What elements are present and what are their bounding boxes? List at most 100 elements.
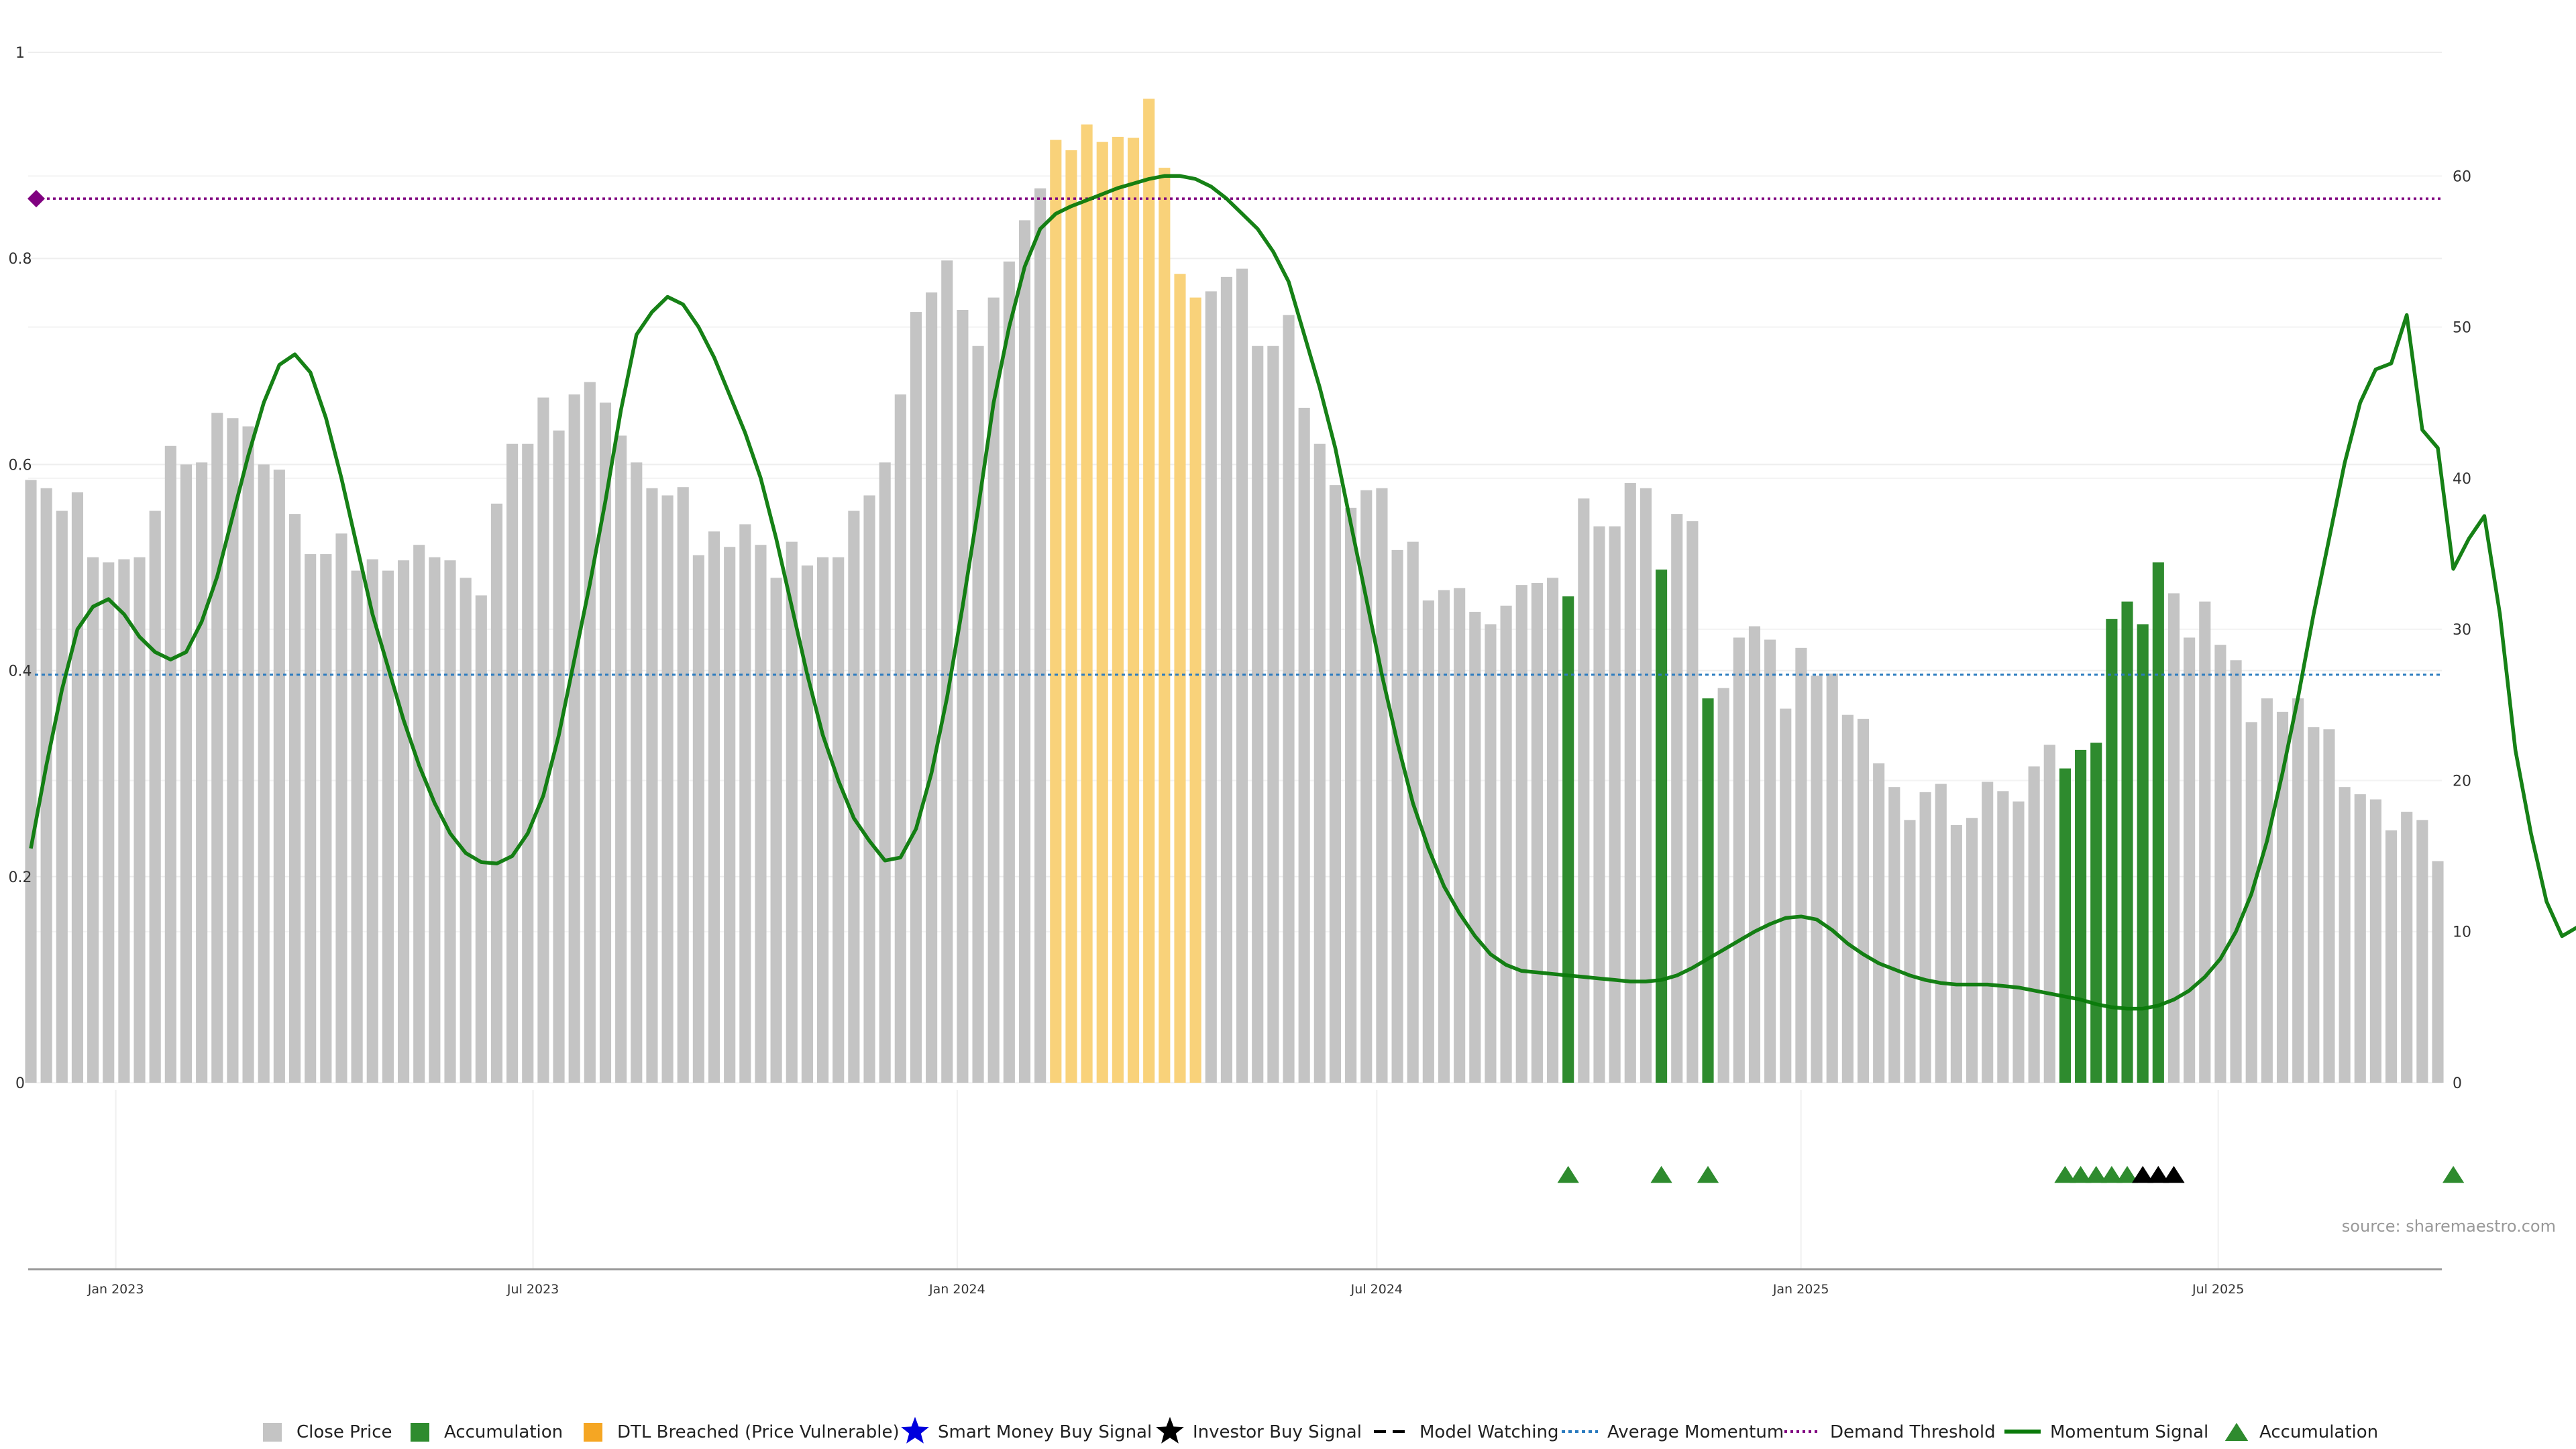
close-price-bar	[1888, 787, 1900, 1083]
accumulation-bar	[1656, 570, 1668, 1083]
close-price-bar	[211, 413, 223, 1083]
close-price-bar	[755, 545, 767, 1083]
left-tick-label: 0.4	[9, 663, 32, 680]
legend-label: Accumulation	[444, 1422, 563, 1442]
left-tick-label: 1	[15, 45, 25, 62]
close-price-bar	[413, 545, 425, 1083]
accumulation-bar	[2152, 562, 2164, 1083]
accumulation-marker	[2085, 1166, 2107, 1183]
x-tick-label: Jul 2025	[2192, 1282, 2244, 1297]
close-price-bar	[1624, 483, 1636, 1083]
legend-label: DTL Breached (Price Vulnerable)	[617, 1422, 900, 1442]
accumulation-marker	[1557, 1166, 1579, 1183]
right-tick-label: 10	[2453, 924, 2471, 941]
triangle-icon	[2224, 1423, 2249, 1441]
close-price-bar	[692, 555, 704, 1083]
close-price-bar	[1578, 498, 1590, 1083]
close-price-bar	[227, 418, 239, 1083]
legend-item: DTL Breached (Price Vulnerable)	[584, 1422, 900, 1442]
reference-lines	[28, 174, 2576, 1011]
close-price-bar	[615, 435, 627, 1083]
close-price-bar	[894, 394, 906, 1083]
close-price-bar	[460, 578, 472, 1083]
right-tick-label: 60	[2453, 168, 2471, 185]
close-price-bar	[2012, 801, 2025, 1083]
close-price-bar	[1546, 578, 1559, 1083]
close-price-bar	[1811, 676, 1823, 1083]
star-icon	[1156, 1417, 1184, 1444]
accumulation-marker	[2100, 1166, 2123, 1183]
close-price-bar	[1733, 637, 1745, 1083]
close-price-bar	[305, 554, 317, 1083]
accumulation-bar	[2106, 619, 2118, 1083]
close-price-bar	[1438, 590, 1450, 1083]
close-price-bar	[1252, 345, 1264, 1083]
close-price-bar	[1407, 541, 1419, 1083]
close-price-bar	[2432, 861, 2444, 1083]
close-price-bar	[56, 511, 68, 1083]
close-price-bar	[987, 297, 1000, 1083]
legend-swatch	[584, 1423, 602, 1442]
close-price-bar	[1034, 188, 1046, 1083]
close-price-bar	[366, 559, 378, 1083]
close-price-bar	[1283, 315, 1295, 1083]
dtl-breached-bar	[1096, 142, 1108, 1083]
close-price-bar	[1485, 624, 1497, 1083]
dtl-breached-bar	[1189, 297, 1201, 1083]
close-price-bar	[2385, 830, 2398, 1083]
legend-label: Demand Threshold	[1830, 1422, 1996, 1442]
legend-label: Smart Money Buy Signal	[938, 1422, 1152, 1442]
legend-label: Investor Buy Signal	[1193, 1422, 1362, 1442]
x-tick-label: Jan 2023	[87, 1282, 144, 1297]
dtl-breached-bar	[1159, 168, 1171, 1083]
close-price-bar	[180, 464, 193, 1083]
close-price-bar	[1640, 488, 1652, 1083]
close-price-bar	[103, 562, 115, 1083]
close-price-bar	[1671, 514, 1683, 1083]
close-price-bar	[631, 462, 643, 1083]
close-price-bar	[1454, 588, 1466, 1083]
close-price-bar	[2184, 637, 2196, 1083]
legend-swatch	[411, 1423, 429, 1442]
dtl-breached-bar	[1143, 99, 1155, 1083]
accumulation-bar	[1702, 698, 1714, 1083]
investor-buy-marker	[2147, 1166, 2169, 1183]
legend-item: Accumulation	[2224, 1422, 2378, 1442]
close-price-bar	[1298, 407, 1310, 1083]
close-price-bar	[133, 557, 146, 1083]
close-price-bar	[2261, 698, 2273, 1083]
legend-label: Accumulation	[2259, 1422, 2378, 1442]
dtl-breached-bar	[1112, 136, 1124, 1083]
source-label: source: sharemaestro.com	[2342, 1217, 2556, 1236]
close-price-bar	[553, 430, 565, 1083]
legend-item: Accumulation	[411, 1422, 563, 1442]
accumulation-marker	[2443, 1166, 2465, 1183]
close-price-bar	[817, 557, 829, 1083]
close-price-bar	[879, 462, 891, 1083]
close-price-bar	[724, 547, 736, 1083]
close-price-bar	[848, 511, 860, 1083]
close-price-bar	[1313, 443, 1326, 1083]
dtl-breached-bar	[1050, 140, 1062, 1083]
close-price-bar	[118, 559, 130, 1083]
legend-item: Momentum Signal	[2004, 1422, 2208, 1442]
close-price-bar	[149, 511, 161, 1083]
close-price-bar	[2276, 712, 2289, 1083]
close-price-bar	[2230, 660, 2242, 1083]
close-price-bar	[1267, 345, 1279, 1083]
close-price-bar	[863, 495, 875, 1083]
close-price-bar	[1003, 261, 1015, 1083]
close-price-bar	[1686, 521, 1699, 1083]
right-tick-label: 50	[2453, 320, 2471, 337]
close-price-bar	[196, 462, 208, 1083]
left-tick-label: 0	[15, 1075, 25, 1092]
close-price-bar	[910, 312, 922, 1083]
right-axis: 0 10 20 30 40 50 60	[2453, 168, 2471, 1092]
close-price-bar	[1966, 818, 1978, 1083]
dtl-breached-bar	[1174, 274, 1186, 1083]
close-price-bar	[335, 533, 347, 1083]
accumulation-marker	[2070, 1166, 2092, 1183]
dtl-breached-bar	[1127, 138, 1140, 1083]
close-price-bar	[1919, 792, 1931, 1083]
close-price-bar	[1841, 714, 1854, 1083]
